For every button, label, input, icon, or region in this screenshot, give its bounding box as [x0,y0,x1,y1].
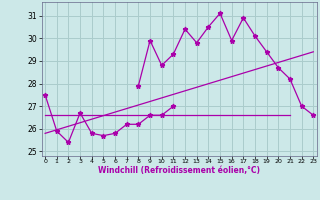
X-axis label: Windchill (Refroidissement éolien,°C): Windchill (Refroidissement éolien,°C) [98,166,260,175]
